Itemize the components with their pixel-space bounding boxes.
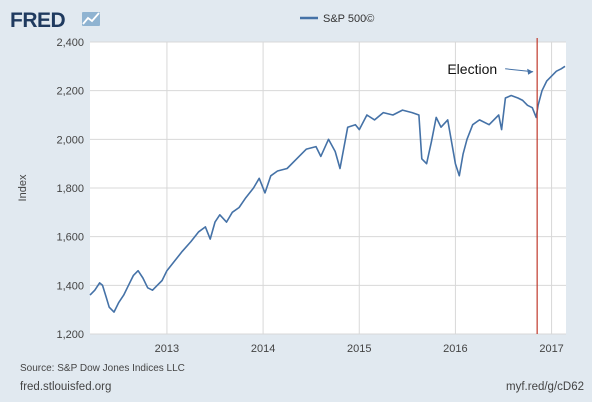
y-tick-label: 2,200 [56, 86, 84, 98]
y-tick-label: 1,800 [56, 183, 84, 195]
series-line-sp500 [89, 65, 566, 313]
y-tick-label: 1,200 [56, 329, 84, 341]
x-tick-label: 2016 [443, 343, 467, 355]
footer-shortlink[interactable]: myf.red/g/cD62 [506, 381, 584, 393]
x-tick-label: 2014 [251, 343, 275, 355]
y-tick-label: 2,000 [56, 134, 84, 146]
footer-site-link[interactable]: fred.stlouisfed.org [20, 381, 111, 393]
x-tick-label: 2013 [155, 343, 179, 355]
fred-logo-chart-icon [82, 12, 100, 26]
election-annotation-arrow [505, 68, 534, 75]
x-tick-label: 2015 [347, 343, 371, 355]
y-tick-labels: 1,200 1,400 1,600 1,800 2,000 2,200 2,400 [56, 37, 84, 341]
legend: S&P 500© [300, 13, 374, 25]
x-tick-label: 2017 [539, 343, 563, 355]
y-axis-label: Index [17, 174, 29, 201]
y-tick-label: 1,400 [56, 280, 84, 292]
y-tick-label: 1,600 [56, 232, 84, 244]
election-annotation-label: Election [447, 61, 497, 77]
legend-label: S&P 500© [323, 13, 374, 25]
footer-source: Source: S&P Dow Jones Indices LLC [20, 363, 185, 374]
y-tick-label: 2,400 [56, 37, 84, 49]
fred-logo-text: FRED [10, 9, 66, 32]
fred-logo: FRED [10, 9, 100, 32]
x-tick-labels: 2013 2014 2015 2016 2017 [155, 343, 564, 355]
